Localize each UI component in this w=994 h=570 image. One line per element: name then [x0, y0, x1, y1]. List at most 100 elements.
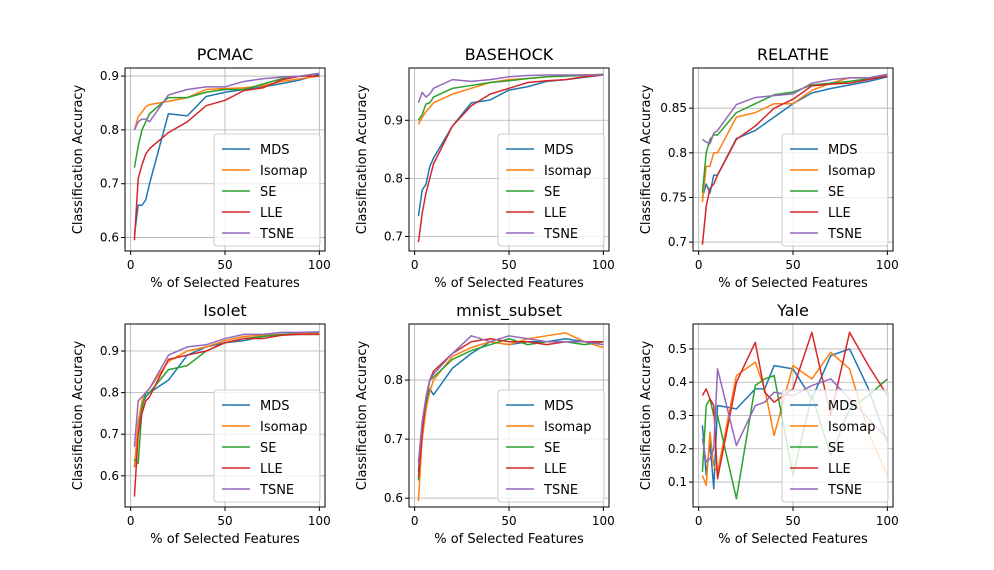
legend-label-se: SE: [544, 441, 560, 456]
y-axis-label: Classification Accuracy: [71, 84, 86, 234]
legend-label-se: SE: [544, 185, 560, 200]
chart-panel-3: 0 50 100 0.6 0.7 0.8 0.9 Isolet % of Selected Fe…: [71, 301, 331, 547]
legend-box: [213, 133, 321, 247]
x-tick-label: 100: [308, 258, 331, 272]
chart-panel-0: 0 50 100 0.6 0.7 0.8 0.9 PCMAC % of Selected Fea…: [71, 45, 331, 291]
y-tick-label: 0.75: [660, 190, 687, 204]
chart-panel-1: 0 50 100 0.7 0.8 0.9 BASEHOCK % of Selected Fea…: [355, 45, 615, 291]
chart-panel-2: 0 50 100 0.7 0.75 0.8 0.85 RELATHE % of Selected…: [639, 45, 899, 291]
legend-label-lle: LLE: [544, 206, 567, 221]
legend-label-isomap: Isomap: [544, 420, 591, 435]
y-tick-label: 0.8: [100, 123, 119, 137]
x-tick-label: 50: [217, 258, 232, 272]
legend-label-se: SE: [828, 185, 844, 200]
y-tick-label: 0.8: [384, 171, 403, 185]
y-tick-label: 0.7: [100, 177, 119, 191]
legend-label-mds: MDS: [828, 143, 857, 158]
y-tick-label: 0.3: [668, 409, 687, 423]
x-tick-label: 0: [127, 258, 135, 272]
series-line-se: [701, 75, 888, 194]
y-tick-label: 0.9: [100, 344, 119, 358]
legend: MDS Isomap SE LLE TSNE: [497, 389, 605, 503]
legend: MDS Isomap SE LLE TSNE: [781, 389, 889, 503]
y-tick-label: 0.6: [384, 491, 403, 505]
x-tick-label: 100: [592, 258, 615, 272]
x-tick-label: 0: [411, 258, 419, 272]
x-tick-label: 100: [876, 258, 899, 272]
y-tick-label: 0.6: [100, 231, 119, 245]
legend-box: [781, 133, 889, 247]
legend-label-se: SE: [828, 441, 844, 456]
y-tick-label: 0.7: [100, 427, 119, 441]
legend: MDS Isomap SE LLE TSNE: [213, 389, 321, 503]
legend: MDS Isomap SE LLE TSNE: [781, 133, 889, 247]
legend-label-tsne: TSNE: [827, 483, 862, 498]
series-line-tsne: [701, 73, 888, 145]
x-tick-label: 50: [785, 514, 800, 528]
series-line-tsne: [133, 331, 320, 447]
legend-label-isomap: Isomap: [544, 164, 591, 179]
x-axis-label: % of Selected Features: [150, 276, 300, 291]
chart-title: PCMAC: [197, 45, 253, 64]
legend-label-tsne: TSNE: [543, 483, 578, 498]
legend-label-mds: MDS: [544, 143, 573, 158]
y-tick-label: 0.8: [100, 386, 119, 400]
chart-title: Isolet: [203, 301, 246, 320]
y-tick-label: 0.7: [668, 235, 687, 249]
x-tick-label: 0: [411, 514, 419, 528]
legend-label-tsne: TSNE: [259, 483, 294, 498]
x-axis-label: % of Selected Features: [718, 276, 868, 291]
y-tick-label: 0.7: [384, 229, 403, 243]
y-axis-label: Classification Accuracy: [639, 340, 654, 490]
legend-label-se: SE: [260, 441, 276, 456]
y-tick-label: 0.8: [668, 146, 687, 160]
y-tick-label: 0.9: [100, 69, 119, 83]
legend-label-isomap: Isomap: [828, 420, 875, 435]
chart-title: RELATHE: [757, 45, 829, 64]
x-tick-label: 50: [785, 258, 800, 272]
y-tick-label: 0.8: [384, 373, 403, 387]
y-tick-label: 0.5: [668, 342, 687, 356]
series-line-lle: [701, 75, 888, 245]
x-tick-label: 100: [308, 514, 331, 528]
y-tick-label: 0.1: [668, 475, 687, 489]
legend-label-isomap: Isomap: [828, 164, 875, 179]
legend-box: [781, 389, 889, 503]
legend-label-tsne: TSNE: [259, 227, 294, 242]
legend-label-lle: LLE: [544, 462, 567, 477]
y-axis-label: Classification Accuracy: [639, 84, 654, 234]
y-tick-label: 0.6: [100, 469, 119, 483]
y-tick-label: 0.2: [668, 442, 687, 456]
legend-label-mds: MDS: [260, 399, 289, 414]
y-tick-label: 0.7: [384, 432, 403, 446]
legend-label-mds: MDS: [260, 143, 289, 158]
x-tick-label: 100: [876, 514, 899, 528]
x-tick-label: 50: [501, 514, 516, 528]
series-line-lle: [417, 74, 604, 243]
series-line-isomap: [133, 75, 320, 131]
series-line-tsne: [417, 74, 604, 104]
x-tick-label: 50: [217, 514, 232, 528]
series-line-se: [417, 73, 604, 121]
legend: MDS Isomap SE LLE TSNE: [213, 133, 321, 247]
x-tick-label: 0: [695, 514, 703, 528]
x-axis-label: % of Selected Features: [434, 276, 584, 291]
legend-label-tsne: TSNE: [827, 227, 862, 242]
chart-panel-4: 0 50 100 0.6 0.7 0.8 mnist_subset % of Selected…: [355, 301, 615, 547]
chart-title: mnist_subset: [456, 301, 562, 321]
legend: MDS Isomap SE LLE TSNE: [497, 133, 605, 247]
y-axis-label: Classification Accuracy: [71, 340, 86, 490]
series-line-mds: [133, 73, 320, 235]
legend-box: [497, 389, 605, 503]
series-line-tsne: [417, 335, 604, 463]
chart-title: BASEHOCK: [465, 45, 554, 64]
series-line-lle: [701, 331, 888, 480]
chart-panel-5: 0 50 100 0.1 0.2 0.3 0.4 0.5 Yale % of Selected F…: [639, 301, 899, 547]
legend-label-lle: LLE: [260, 462, 283, 477]
x-axis-label: % of Selected Features: [434, 532, 584, 547]
legend-label-lle: LLE: [828, 206, 851, 221]
x-tick-label: 100: [592, 514, 615, 528]
series-line-isomap: [417, 332, 604, 502]
legend-box: [213, 389, 321, 503]
